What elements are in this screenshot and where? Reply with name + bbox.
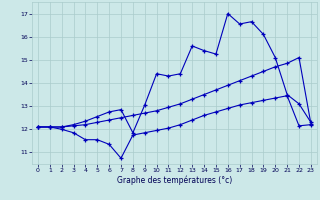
X-axis label: Graphe des températures (°c): Graphe des températures (°c) xyxy=(117,176,232,185)
